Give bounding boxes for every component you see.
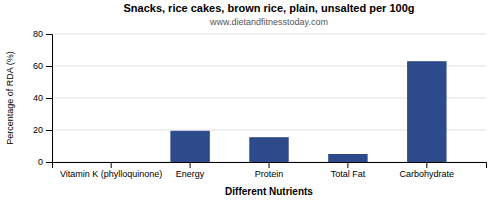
grid <box>52 34 486 162</box>
x-tick-label: Total Fat <box>331 169 366 179</box>
y-tick-label: 60 <box>33 61 43 71</box>
x-tick: Energy <box>176 162 205 179</box>
y-tick-label: 80 <box>33 29 43 39</box>
x-axis-title: Different Nutrients <box>225 186 313 197</box>
x-axis-line <box>53 163 487 169</box>
x-tick-label: Energy <box>176 169 205 179</box>
chart: Snacks, rice cakes, brown rice, plain, u… <box>0 0 500 200</box>
y-tick-label: 0 <box>38 157 43 167</box>
grid-line <box>52 34 486 35</box>
bar <box>407 61 446 162</box>
x-tick-label: Carbohydrate <box>400 169 455 179</box>
y-tick: 20 <box>33 125 52 135</box>
bar <box>249 137 288 162</box>
y-axis-title: Percentage of RDA (%) <box>5 51 15 145</box>
bar <box>170 131 209 162</box>
y-tick: 0 <box>38 157 52 167</box>
y-tick: 60 <box>33 61 52 71</box>
y-tick-mark <box>46 162 52 163</box>
x-tick-mark <box>347 162 348 168</box>
x-tick: Total Fat <box>331 162 366 179</box>
y-tick-mark <box>46 34 52 35</box>
y-tick: 80 <box>33 29 52 39</box>
x-tick-mark <box>111 162 112 168</box>
y-tick-mark <box>46 66 52 67</box>
bar <box>328 154 367 162</box>
bars <box>170 61 446 162</box>
x-tick-label: Protein <box>255 169 284 179</box>
x-tick-mark <box>269 162 270 168</box>
y-tick-label: 40 <box>33 93 43 103</box>
y-tick: 40 <box>33 93 52 103</box>
x-tick-mark <box>426 162 427 168</box>
title: Snacks, rice cakes, brown rice, plain, u… <box>123 2 414 14</box>
subtitle: www.dietandfitnesstoday.com <box>209 17 328 27</box>
x-tick: Vitamin K (phylloquinone) <box>60 162 162 179</box>
x-axis: Vitamin K (phylloquinone) Energy Protein To… <box>53 162 487 179</box>
y-tick-mark <box>46 130 52 131</box>
x-tick-label: Vitamin K (phylloquinone) <box>60 169 162 179</box>
y-axis-line <box>46 35 53 163</box>
y-axis: 0 20 40 60 80 <box>33 29 53 167</box>
plot: Vitamin K (phylloquinone) Energy Protein To… <box>33 29 487 179</box>
bar <box>91 162 130 163</box>
y-tick-mark <box>46 98 52 99</box>
y-tick-label: 20 <box>33 125 43 135</box>
x-tick: Carbohydrate <box>400 162 455 179</box>
x-tick-mark <box>190 162 191 168</box>
x-tick: Protein <box>255 162 284 179</box>
